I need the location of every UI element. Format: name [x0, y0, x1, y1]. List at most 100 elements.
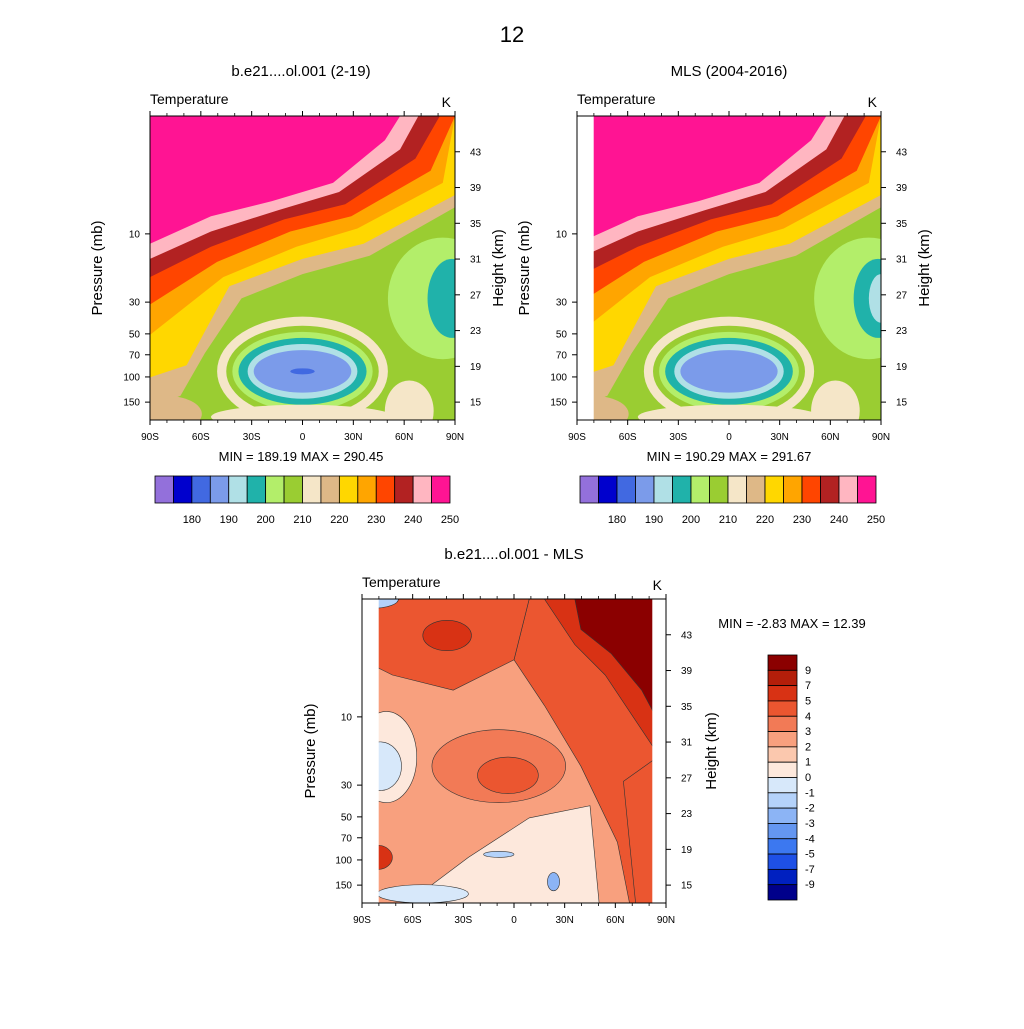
colorbar-swatch [857, 475, 877, 504]
field-band [680, 350, 778, 393]
y-tick-label: 50 [556, 329, 568, 340]
height-tick-label: 31 [896, 255, 908, 266]
colorbar-swatch [616, 475, 636, 504]
colorbar-swatch [431, 475, 451, 504]
colorbar-swatch [653, 475, 673, 504]
colorbar-label: 220 [330, 514, 348, 526]
height-tick-label: 27 [896, 290, 908, 301]
colorbar-swatch [767, 868, 798, 886]
left-label: Temperature [150, 91, 229, 107]
y-tick-label: 150 [123, 398, 140, 409]
colorbar-label: 7 [805, 680, 811, 692]
height-tick-label: 19 [896, 362, 908, 373]
colorbar-label: 250 [441, 514, 459, 526]
height-tick-label: 35 [681, 702, 693, 713]
y-tick-label: 150 [550, 398, 567, 409]
colorbar-label: 180 [183, 514, 201, 526]
colorbar-swatch [320, 475, 340, 504]
height-tick-label: 43 [681, 630, 693, 641]
height-tick-label: 23 [681, 809, 693, 820]
colorbar-label: 250 [867, 514, 885, 526]
missing-data-mask [362, 599, 379, 903]
colorbar-obs: 180 190 200 210 220 230 240 250 [579, 475, 885, 526]
colorbar-label: 230 [367, 514, 385, 526]
colorbar-swatch [767, 838, 798, 855]
colorbar-swatch [228, 475, 248, 504]
colorbar-label: 200 [682, 514, 700, 526]
colorbar-label: 3 [805, 726, 811, 738]
colorbar-swatch [764, 475, 784, 504]
colorbar-swatch [154, 475, 174, 504]
height-tick-label: 35 [470, 219, 482, 230]
x-tick-label: 30S [454, 915, 472, 926]
colorbar-swatch [283, 475, 303, 504]
height-tick-label: 31 [681, 738, 693, 749]
colorbar-swatch [191, 475, 211, 504]
x-tick-label: 60S [404, 915, 422, 926]
y-tick-label: 30 [129, 298, 141, 309]
colorbar-swatch [767, 884, 798, 901]
y-tick-label: 50 [129, 329, 141, 340]
colorbar-label: -5 [805, 849, 815, 861]
x-tick-label: 30N [555, 915, 573, 926]
colorbar-label: 210 [293, 514, 311, 526]
colorbar-label: 0 [805, 772, 811, 784]
y-axis-label: Pressure (mb) [89, 220, 106, 315]
x-tick-label: 0 [726, 432, 732, 443]
colorbar-swatch [709, 475, 729, 504]
field-band [290, 368, 315, 375]
height-axis-label: Height (km) [703, 712, 720, 790]
x-tick-label: 30S [669, 432, 687, 443]
y-tick-label: 10 [556, 229, 568, 240]
field-band [574, 599, 666, 736]
height-tick-label: 39 [681, 666, 693, 677]
colorbar-label: 240 [830, 514, 848, 526]
colorbar-label: 2 [805, 741, 811, 753]
field-band [637, 404, 821, 420]
colorbar-swatch [173, 475, 193, 504]
colorbar-swatch [579, 475, 599, 504]
colorbar-label: 190 [645, 514, 663, 526]
contour-field [577, 116, 881, 420]
contour-field [362, 599, 666, 903]
y-axis-label: Pressure (mb) [302, 703, 319, 798]
height-axis-label: Height (km) [490, 229, 507, 307]
x-tick-label: 90N [446, 432, 464, 443]
y-tick-label: 10 [129, 229, 141, 240]
x-tick-label: 30N [770, 432, 788, 443]
colorbar-label: 4 [805, 711, 811, 723]
colorbar-label: 210 [719, 514, 737, 526]
colorbar-label: 1 [805, 757, 811, 769]
colorbar-label: 5 [805, 695, 811, 707]
chart-panel-obs: MLS (2004-2016) Temperature K 90S 60S 30S 0 30N… [516, 63, 933, 464]
colorbar-label: 230 [793, 514, 811, 526]
y-tick-label: 100 [123, 372, 140, 383]
height-tick-label: 19 [470, 362, 482, 373]
colorbar-swatch [672, 475, 692, 504]
height-tick-label: 15 [470, 398, 482, 409]
y-tick-label: 30 [341, 781, 353, 792]
colorbar-label: -7 [805, 864, 815, 876]
left-label: Temperature [577, 91, 656, 107]
units-label: K [442, 94, 452, 110]
field-band [384, 380, 434, 420]
x-tick-label: 90N [872, 432, 890, 443]
colorbar-swatch [783, 475, 803, 504]
colorbar-swatch [302, 475, 322, 504]
colorbar-swatch [767, 761, 798, 778]
field-band [577, 116, 827, 244]
y-tick-label: 10 [341, 712, 353, 723]
colorbar-label: 240 [404, 514, 422, 526]
x-tick-label: 60N [395, 432, 413, 443]
colorbar-swatch [246, 475, 267, 504]
colorbar-swatch [357, 475, 377, 504]
colorbar-label: 200 [256, 514, 274, 526]
colorbar-swatch [767, 746, 798, 763]
colorbar-label: 180 [608, 514, 626, 526]
height-tick-label: 15 [681, 881, 693, 892]
field-band [483, 851, 515, 858]
colorbar-label: -3 [805, 818, 815, 830]
field-band [150, 395, 202, 420]
y-tick-label: 100 [550, 372, 567, 383]
